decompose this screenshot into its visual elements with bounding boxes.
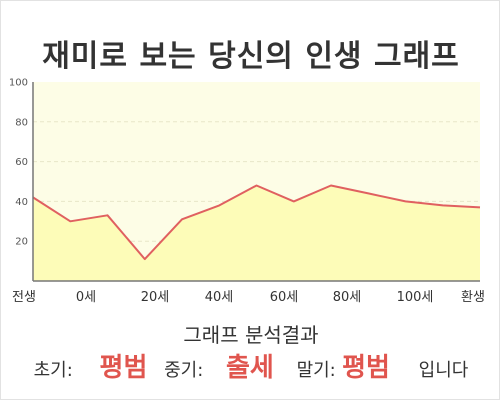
y-tick-label: 100	[9, 78, 28, 89]
analysis-result: 초기: 평범 중기: 출세 말기: 평범 입니다	[1, 347, 500, 384]
y-tick-label: 40	[15, 197, 28, 208]
x-tick-label: 80세	[333, 290, 362, 305]
x-tick-label: 0세	[76, 290, 96, 305]
x-tick-label: 20세	[141, 290, 170, 305]
early-value: 평범	[99, 353, 148, 383]
middle-value: 출세	[226, 353, 274, 383]
series-line	[32, 184, 481, 261]
middle-label: 중기:	[164, 360, 204, 381]
analysis-heading: 그래프 분석결과	[183, 323, 319, 347]
x-tick-label: 환생	[461, 290, 485, 305]
x-tick-label: 전생	[12, 290, 36, 305]
x-axis-ticks: 전생 0세 20세 40세 60세 80세 100세 환생	[12, 290, 485, 305]
chart-title: 재미로 보는 당신의 인생 그래프	[42, 39, 460, 74]
late-label: 말기:	[296, 360, 336, 381]
axes	[32, 82, 480, 282]
y-tick-label: 60	[15, 157, 28, 168]
late-value: 평범	[342, 353, 390, 383]
life-graph-chart: 20 40 60 80 100 전생 0세 20세 40세 60세 80세 100세 환생	[9, 78, 485, 306]
x-tick-label: 100세	[397, 290, 434, 305]
x-tick-label: 60세	[270, 290, 299, 305]
y-tick-label: 80	[15, 117, 28, 128]
y-axis-ticks: 20 40 60 80 100	[9, 78, 28, 248]
result-suffix: 입니다	[418, 360, 469, 381]
y-tick-label: 20	[15, 237, 28, 248]
series-area	[33, 185, 480, 281]
x-tick-label: 40세	[205, 290, 234, 305]
early-label: 초기:	[33, 360, 73, 381]
